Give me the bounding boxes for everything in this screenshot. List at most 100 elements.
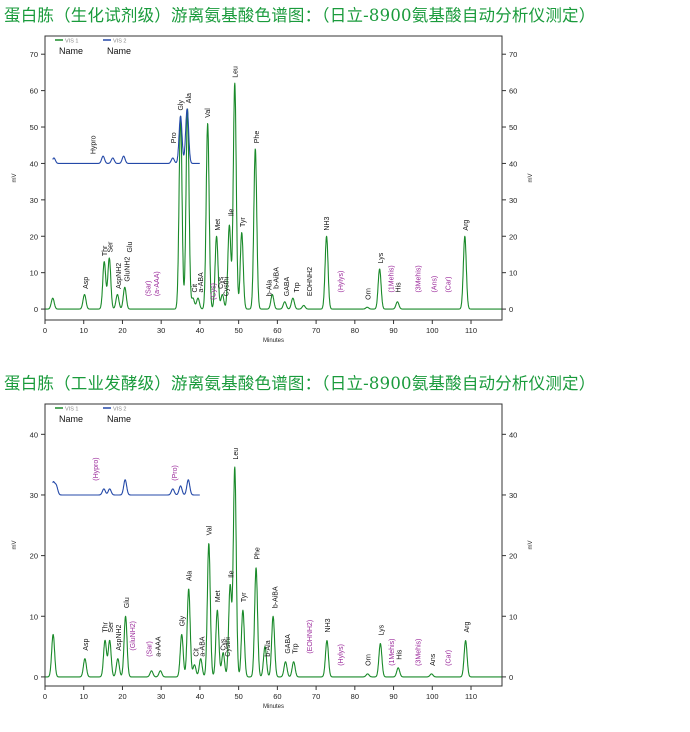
chart1-y-tick-label-right: 30 bbox=[509, 196, 517, 205]
chart1-peak-label: (1Mehis) bbox=[389, 265, 396, 292]
chart2-peak-label: Gly bbox=[180, 615, 187, 626]
chart1-y-tick-label-right: 50 bbox=[509, 123, 517, 132]
chart1-x-tick-label: 50 bbox=[234, 326, 242, 335]
chart1-peak-label: (3Mehis) bbox=[416, 265, 423, 292]
chart1-peak-label: Cysthi bbox=[224, 276, 231, 296]
chart1-peak-label: (a-AAA) bbox=[154, 271, 161, 296]
chart1-peak-label: NH3 bbox=[324, 217, 331, 231]
chart1-peak-label: Cys bbox=[218, 276, 225, 289]
chart2-x-tick-label: 20 bbox=[118, 692, 126, 701]
chart2-peak-label: Tyr bbox=[241, 592, 248, 602]
chart1-peak-label: b-Ala bbox=[266, 280, 273, 296]
chart2-peak-label: Lys bbox=[379, 624, 386, 635]
chart1-peak-label: Thr bbox=[102, 245, 109, 256]
chart1-peak-label: Leu bbox=[232, 66, 239, 78]
chart2-legend-tag-1: VIS 1 bbox=[65, 407, 78, 413]
chart2-x-tick-label: 60 bbox=[273, 692, 281, 701]
chart2-peak-label: Ile bbox=[228, 570, 235, 578]
chart2-peak-label: Cysthi bbox=[225, 637, 232, 657]
chart2-peak-label: (Sar) bbox=[146, 641, 153, 657]
chart1-y-tick-label-left: 0 bbox=[34, 305, 38, 314]
chart1-peak-label: (Cys) bbox=[211, 283, 218, 300]
chart2-peak-label: (Hypro) bbox=[93, 457, 100, 480]
chart2-plot: 0 0 10 10 20 20 30 30 40 40 mV mV 0 10 20 30 40 50 60 70 80 9… bbox=[12, 403, 534, 710]
chart1-y-tick-label-left: 70 bbox=[30, 50, 38, 59]
chart2-peak-label: b-AiBA bbox=[272, 586, 279, 608]
chart2-peak-label: (Pro) bbox=[172, 465, 179, 481]
chart1-series-2-trace bbox=[52, 108, 201, 164]
chart1-x-tick-label: 40 bbox=[196, 326, 204, 335]
chart2-peak-label: b-Ala bbox=[265, 640, 272, 656]
chart1-peak-label: Hypro bbox=[90, 135, 97, 154]
chart2-peak-label: NH3 bbox=[325, 618, 332, 632]
chart2-peak-label: Ala bbox=[187, 571, 194, 581]
chart2-peak-label: Arg bbox=[464, 622, 471, 633]
chart1-x-tick-label: 60 bbox=[273, 326, 281, 335]
chart1-peak-label: Orn bbox=[365, 288, 372, 300]
chart1-legend-tag-2: VIS 2 bbox=[113, 39, 126, 45]
chart1-y-tick-label-left: 30 bbox=[30, 196, 38, 205]
chart1-peak-label: GluNH2 bbox=[125, 257, 132, 282]
chart2-peak-label: Leu bbox=[233, 448, 240, 460]
chart1-y-tick-label-right: 60 bbox=[509, 87, 517, 96]
chart1-peak-label: Val bbox=[205, 108, 212, 118]
chart1-y-tick-label-left: 50 bbox=[30, 123, 38, 132]
chart2-x-tick-label: 30 bbox=[157, 692, 165, 701]
chart1-peak-label: Trp bbox=[294, 282, 301, 292]
chart1-x-tick-label: 100 bbox=[426, 326, 439, 335]
chart1-peak-label: Gly bbox=[178, 100, 185, 111]
chart2-peak-label: Cys bbox=[220, 638, 227, 651]
chart1-peak-label: Ile bbox=[228, 209, 235, 217]
chart2-y-tick-label-left: 0 bbox=[34, 673, 38, 682]
chart1-peak-label: Asp bbox=[83, 277, 90, 289]
chart2-peak-label: Asp bbox=[83, 638, 90, 650]
chart2-y-tick-label-right: 20 bbox=[509, 552, 517, 561]
chart1-peak-label: (Car) bbox=[445, 277, 452, 293]
chart2-x-tick-label: 10 bbox=[80, 692, 88, 701]
chart1-peak-label: GABA bbox=[284, 276, 291, 296]
chart1-peak-label: (Ans) bbox=[431, 276, 438, 293]
chart1-x-tick-label: 20 bbox=[118, 326, 126, 335]
chart2-x-tick-label: 70 bbox=[312, 692, 320, 701]
chart1-legend-name-2: Name bbox=[107, 46, 131, 56]
chart1-peak-label: Pro bbox=[171, 132, 178, 143]
chart2-x-tick-label: 100 bbox=[426, 692, 439, 701]
chart2-peak-label: (GluNH2) bbox=[130, 621, 137, 651]
chart1-y-axis-title-left: mV bbox=[12, 174, 18, 183]
chart2-series-1-trace bbox=[45, 466, 502, 678]
chart1-series-1-trace bbox=[45, 82, 502, 310]
chart2-y-axis-title-right: mV bbox=[528, 541, 534, 550]
chart1-y-tick-label-right: 20 bbox=[509, 232, 517, 241]
chart2-peak-label: Ser bbox=[108, 621, 115, 633]
chart1-x-tick-label: 80 bbox=[351, 326, 359, 335]
chart1-x-tick-label: 110 bbox=[465, 326, 477, 335]
chart2-peak-label: (1Mehis) bbox=[389, 639, 396, 666]
chart2-peak-label: Ans bbox=[430, 653, 437, 666]
chart2-peak-label: Thr bbox=[102, 621, 109, 632]
chart2-plot-frame bbox=[44, 403, 503, 687]
chart2-peak-label: (Car) bbox=[445, 650, 452, 666]
chart1-y-tick-label-left: 40 bbox=[30, 159, 38, 168]
chart1-peak-label: EOHNH2 bbox=[307, 267, 314, 296]
chart1-peak-label: b-AiBA bbox=[273, 267, 280, 289]
chart2-peak-label: His bbox=[397, 649, 404, 660]
chart2-y-tick-label-right: 10 bbox=[509, 612, 517, 621]
chart2-x-axis-title: Minutes bbox=[263, 704, 284, 710]
chart1-peak-label: Met bbox=[215, 219, 222, 231]
chart2-peak-label: a-AAA bbox=[156, 636, 163, 657]
chart1-peak-label: Cit bbox=[192, 284, 199, 293]
chart1-plot: 0 0 10 10 20 20 30 30 40 40 50 50 60 60 70 70 mV mV 0 10 20 3… bbox=[12, 35, 534, 344]
chart2-series-2-trace bbox=[52, 479, 201, 496]
chart2-x-tick-label: 90 bbox=[389, 692, 397, 701]
chart1-peak-label: Phe bbox=[254, 131, 261, 144]
chart2-peak-label: (3Mehis) bbox=[416, 639, 423, 666]
chart1-legend-tag-1: VIS 1 bbox=[65, 39, 78, 45]
chart2-legend-name-1: Name bbox=[59, 414, 83, 424]
chart1-y-tick-label-left: 20 bbox=[30, 232, 38, 241]
chart2-peak-label: Glu bbox=[124, 597, 131, 608]
chart2-peak-label: (Hylys) bbox=[338, 644, 345, 666]
chart1-y-tick-label-left: 10 bbox=[30, 269, 38, 278]
chart1-x-tick-label: 90 bbox=[389, 326, 397, 335]
chart1-y-tick-label-right: 0 bbox=[509, 305, 513, 314]
chart1-y-tick-label-right: 10 bbox=[509, 269, 517, 278]
